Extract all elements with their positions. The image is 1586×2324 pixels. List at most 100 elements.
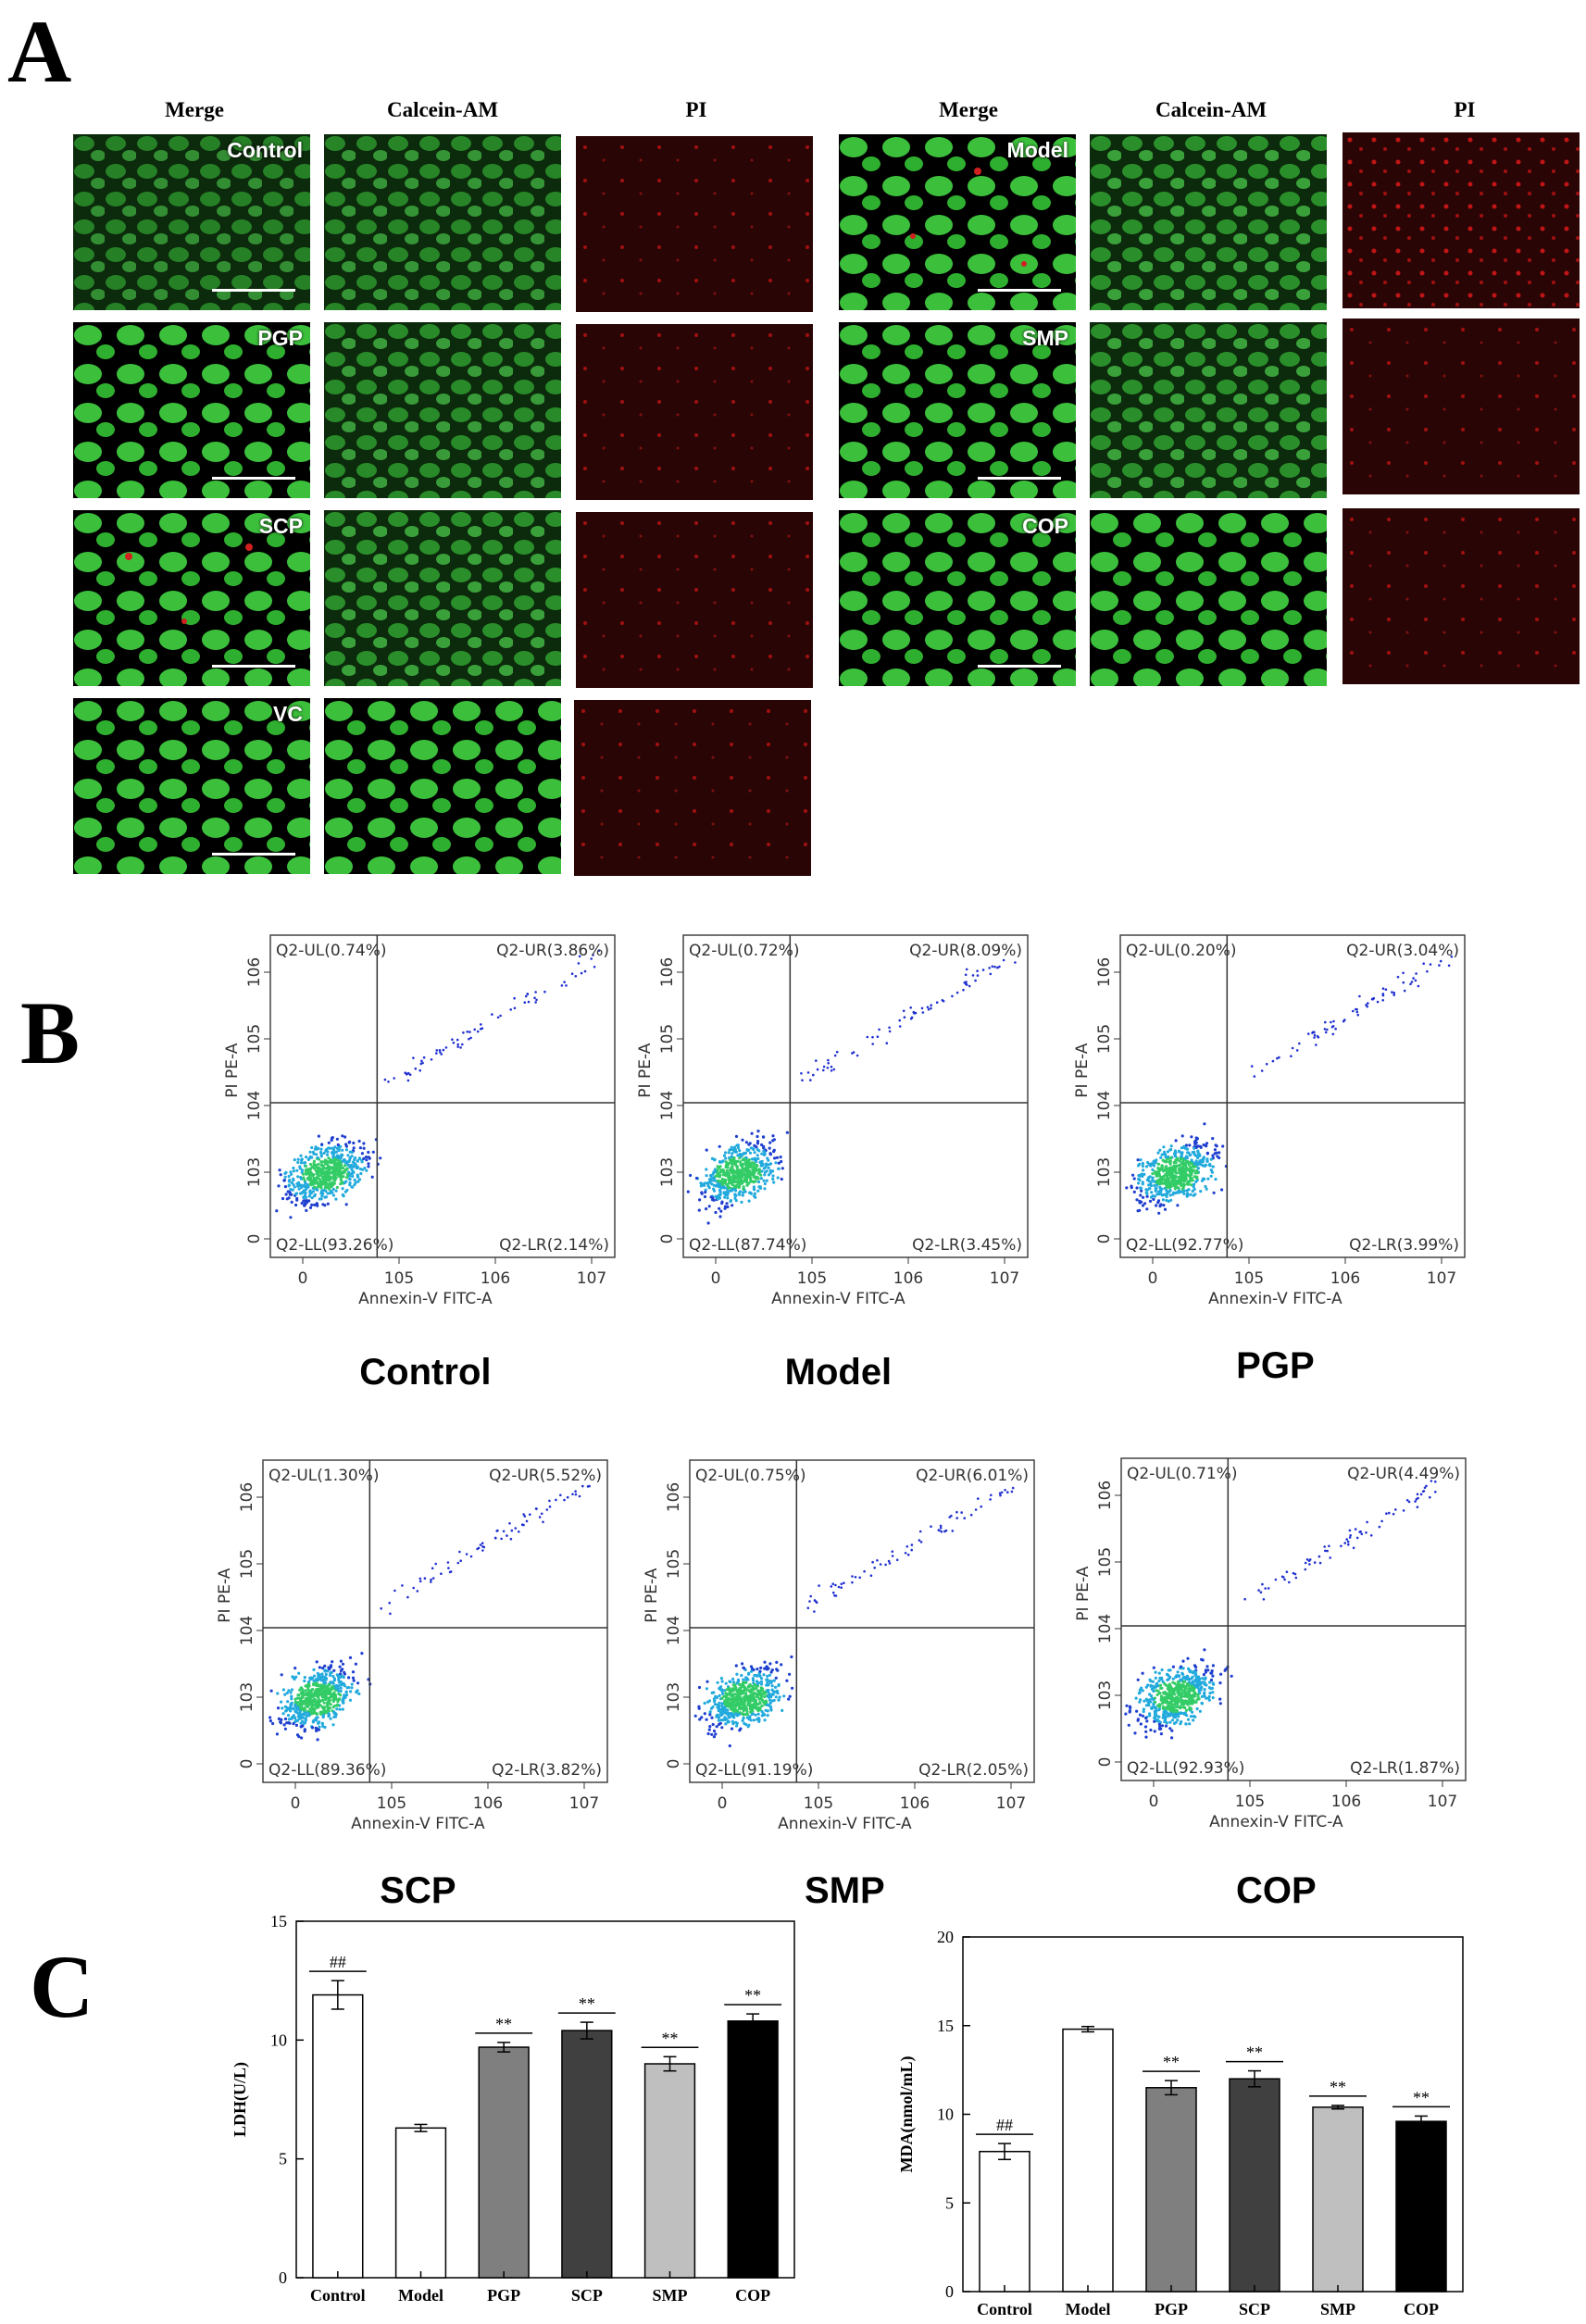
- cell-texture-green: [839, 322, 1076, 498]
- event-dot: [726, 1205, 730, 1209]
- event-dot: [334, 1172, 338, 1176]
- event-dot: [1210, 1170, 1214, 1174]
- event-dot: [1174, 1155, 1178, 1158]
- y-tick-label: 103: [665, 1682, 683, 1712]
- event-dot: [913, 1012, 916, 1015]
- event-dot: [1207, 1694, 1211, 1698]
- event-dot: [1186, 1718, 1191, 1721]
- event-dot: [1203, 1122, 1206, 1126]
- event-dot: [305, 1172, 308, 1176]
- event-dot: [1146, 1160, 1150, 1165]
- event-dot: [767, 1691, 770, 1694]
- event-dot: [909, 1006, 912, 1009]
- event-dot: [299, 1154, 303, 1157]
- event-dot: [873, 1567, 876, 1569]
- event-dot: [766, 1709, 769, 1713]
- event-dot: [1313, 1561, 1317, 1564]
- event-dot: [976, 969, 979, 972]
- event-dot: [1348, 1529, 1352, 1532]
- event-dot: [271, 1721, 275, 1726]
- event-dot: [1157, 1193, 1161, 1196]
- panel-c-label: C: [30, 1937, 94, 2036]
- event-dot: [1197, 1678, 1201, 1682]
- significance-mark: ##: [996, 2116, 1013, 2134]
- event-dot: [775, 1156, 780, 1159]
- event-dot: [1365, 1004, 1367, 1006]
- event-dot: [974, 1508, 978, 1511]
- event-dot: [314, 1145, 318, 1149]
- plot-frame: [1119, 934, 1466, 1258]
- event-dot: [331, 1687, 335, 1691]
- event-dot: [295, 1192, 299, 1195]
- event-dot: [743, 1704, 747, 1708]
- event-dot: [830, 1069, 833, 1072]
- event-dot: [1139, 1186, 1143, 1190]
- event-dot: [534, 991, 537, 993]
- event-dot: [303, 1184, 306, 1189]
- event-dot: [758, 1701, 762, 1706]
- event-dot: [738, 1149, 742, 1153]
- event-dot: [315, 1166, 319, 1169]
- event-dot: [1139, 1158, 1143, 1162]
- event-dot: [1171, 1713, 1175, 1717]
- event-dot: [742, 1185, 745, 1189]
- event-dot: [965, 983, 968, 986]
- event-dot: [1186, 1683, 1190, 1687]
- event-dot: [1180, 1167, 1183, 1170]
- event-dot: [545, 1508, 549, 1511]
- y-tick-label: 104: [1095, 1091, 1114, 1120]
- event-dot: [309, 1178, 313, 1182]
- event-dot: [1214, 1178, 1218, 1181]
- event-dot: [866, 1035, 869, 1039]
- event-dot: [757, 1697, 761, 1701]
- event-dot: [1274, 1578, 1278, 1581]
- event-dot: [1157, 1167, 1161, 1170]
- event-dot: [710, 1716, 714, 1719]
- event-dot: [309, 1192, 313, 1195]
- event-dot: [723, 1171, 728, 1176]
- event-dot: [318, 1182, 321, 1186]
- event-dot: [1155, 1706, 1158, 1710]
- event-dot: [1193, 1187, 1196, 1192]
- event-dot: [1183, 1174, 1187, 1178]
- event-dot: [731, 1709, 735, 1713]
- event-dot: [317, 1134, 320, 1138]
- event-dot: [440, 1572, 443, 1575]
- event-dot: [739, 1702, 743, 1706]
- event-dot: [351, 1676, 356, 1680]
- event-dot: [1141, 1671, 1144, 1675]
- y-tick-label: 5: [279, 2150, 287, 2168]
- event-dot: [300, 1157, 304, 1161]
- event-dot: [955, 1517, 958, 1519]
- event-dot: [728, 1156, 731, 1159]
- event-dot: [334, 1197, 338, 1201]
- event-dot: [1159, 1203, 1163, 1206]
- event-dot: [326, 1153, 330, 1156]
- event-dot: [1190, 1176, 1193, 1180]
- event-dot: [1128, 1705, 1131, 1708]
- event-dot: [1161, 1158, 1165, 1162]
- event-dot: [706, 1184, 710, 1188]
- event-dot: [735, 1721, 739, 1725]
- bar-smp: [643, 2063, 696, 2279]
- event-dot: [330, 1151, 334, 1155]
- x-tick-label: 105: [384, 1269, 414, 1288]
- event-dot: [761, 1163, 765, 1168]
- event-dot: [712, 1735, 717, 1739]
- y-tick-label: 0: [658, 1234, 677, 1244]
- flow-plot-title: COP: [1236, 1870, 1317, 1911]
- plot-frame: [962, 1936, 1464, 2293]
- event-dot: [708, 1710, 712, 1714]
- event-dot: [339, 1680, 343, 1683]
- event-dot: [1414, 1500, 1417, 1503]
- event-dot: [1191, 1150, 1194, 1155]
- event-dot: [1177, 1693, 1180, 1696]
- event-dot: [1157, 1722, 1161, 1726]
- event-dot: [790, 1655, 793, 1659]
- event-dot: [346, 1154, 350, 1157]
- x-axis-label: Annexin-V FITC-A: [1208, 1290, 1342, 1308]
- event-dot: [300, 1736, 304, 1740]
- event-dot: [724, 1156, 728, 1160]
- event-dot: [763, 1181, 768, 1186]
- y-tick-label: 0: [665, 1759, 683, 1769]
